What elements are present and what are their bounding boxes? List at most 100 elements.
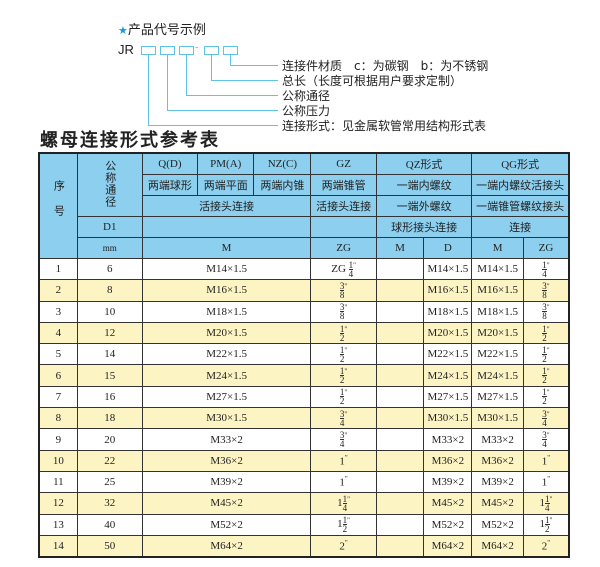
cell-qg-m: M22×1.5: [471, 343, 524, 366]
cell-qg-zg: 1 2 ": [522, 364, 570, 387]
cell-qz-d: M39×2: [423, 470, 473, 494]
cell-qg-zg: 1 4 ": [522, 257, 570, 281]
cell-qz-m: [375, 257, 425, 281]
cell-qg-m: M39×2: [471, 470, 524, 494]
header-qg-desc1: 一端内螺纹活接头: [471, 174, 570, 196]
code-box-diameter: [179, 46, 194, 55]
cell-zg: 1 2 ": [310, 321, 377, 345]
cell-no: 2: [38, 279, 78, 302]
label-material: 连接件材质 c：为碳钢 b：为不锈钢: [282, 59, 489, 73]
cell-qz-m: [375, 343, 425, 366]
cell-m: M36×2: [141, 449, 312, 472]
header-nz-desc: 两端内锥: [253, 174, 312, 196]
cell-dn: 10: [76, 300, 143, 323]
cell-dn: 12: [76, 321, 143, 345]
cell-qz-d: M64×2: [423, 534, 473, 558]
label-connection: 连接形式：见金属软管常用结构形式表: [282, 119, 487, 133]
code-box-length: [204, 46, 219, 55]
code-example-title: ★产品代号示例: [118, 19, 206, 38]
header-union: 活接头连接: [141, 195, 312, 217]
cell-qz-d: M30×1.5: [423, 407, 473, 430]
cell-qz-m: [375, 534, 425, 558]
cell-m: M24×1.5: [141, 364, 312, 387]
cell-no: 8: [38, 407, 78, 430]
cell-qz-m: [375, 385, 425, 409]
cell-qz-d: M14×1.5: [423, 257, 473, 281]
cell-qg-m: M36×2: [471, 449, 524, 472]
table-row: 8 18 M30×1.5 3 4 " M30×1.5 M30×1.5 3 4 ": [38, 407, 570, 430]
cell-zg: 3 4 ": [310, 407, 377, 430]
cell-qz-m: [375, 428, 425, 451]
cell-qg-zg: 1": [522, 449, 570, 472]
header-d1: D1: [76, 216, 143, 238]
cell-qz-m: [375, 300, 425, 323]
cell-qg-m: M24×1.5: [471, 364, 524, 387]
header-nz: NZ(C): [253, 152, 312, 175]
cell-qg-m: M20×1.5: [471, 321, 524, 345]
cell-no: 7: [38, 385, 78, 409]
cell-qg-m: M45×2: [471, 492, 524, 515]
cell-qz-m: [375, 513, 425, 536]
header-seq: 序号: [38, 152, 78, 259]
header-qz-desc2: 一端外螺纹: [375, 195, 473, 217]
cell-qz-m: [375, 449, 425, 472]
cell-dn: 15: [76, 364, 143, 387]
cell-qg-zg: 3 4 ": [522, 407, 570, 430]
table-row: 9 20 M33×2 3 4 " M33×2 M33×2 3 4 ": [38, 428, 570, 451]
cell-qg-zg: 1 2 ": [522, 343, 570, 366]
cell-no: 14: [38, 534, 78, 558]
cell-qz-m: [375, 407, 425, 430]
cell-qg-m: M64×2: [471, 534, 524, 558]
header-qz-desc1: 一端内螺纹: [375, 174, 473, 196]
cell-qz-d: M24×1.5: [423, 364, 473, 387]
cell-qz-d: M52×2: [423, 513, 473, 536]
header-q: Q(D): [141, 152, 199, 175]
cell-dn: 32: [76, 492, 143, 515]
header-qz: QZ形式: [375, 152, 473, 175]
cell-no: 5: [38, 343, 78, 366]
table-row: 10 22 M36×2 1" M36×2 M36×2 1": [38, 449, 570, 472]
table-row: 6 15 M24×1.5 1 2 " M24×1.5 M24×1.5 1 2 ": [38, 364, 570, 387]
cell-zg: 1 2 ": [310, 385, 377, 409]
header-qg: QG形式: [471, 152, 570, 175]
cell-qg-m: M52×2: [471, 513, 524, 536]
cell-qg-m: M27×1.5: [471, 385, 524, 409]
cell-zg: 1 1 2 ": [310, 513, 377, 536]
header-qg-zg: ZG: [522, 237, 570, 259]
cell-qg-zg: 3 4 ": [522, 428, 570, 451]
label-diameter: 公称通径: [282, 89, 331, 103]
cell-zg: 2": [310, 534, 377, 558]
header-mm: mm: [76, 237, 143, 259]
cell-m: M18×1.5: [141, 300, 312, 323]
cell-qz-d: M22×1.5: [423, 343, 473, 366]
header-qz-desc3: 球形接头连接: [375, 216, 473, 238]
table-row: 11 25 M39×2 1" M39×2 M39×2 1": [38, 470, 570, 494]
cell-qz-m: [375, 364, 425, 387]
code-prefix: JR: [118, 42, 134, 57]
code-box-connection: [141, 46, 156, 55]
table-row: 5 14 M22×1.5 1 2 " M22×1.5 M22×1.5 1 2 ": [38, 343, 570, 366]
cell-qz-m: [375, 321, 425, 345]
nut-connection-table: 序号 公称通径 Q(D) PM(A) NZ(C) GZ QZ形式 QG形式 两端…: [38, 152, 570, 558]
cell-qg-m: M18×1.5: [471, 300, 524, 323]
cell-qg-m: M33×2: [471, 428, 524, 451]
table-row: 13 40 M52×2 1 1 2 " M52×2 M52×2 1 1 2 ": [38, 513, 570, 536]
cell-qz-d: M27×1.5: [423, 385, 473, 409]
cell-dn: 22: [76, 449, 143, 472]
cell-no: 11: [38, 470, 78, 494]
cell-qg-zg: 3 8 ": [522, 300, 570, 323]
cell-qz-d: M33×2: [423, 428, 473, 451]
cell-m: M22×1.5: [141, 343, 312, 366]
label-length: 总长（长度可根据用户要求定制）: [282, 74, 463, 88]
table-row: 4 12 M20×1.5 1 2 " M20×1.5 M20×1.5 1 2 ": [38, 321, 570, 345]
cell-m: M64×2: [141, 534, 312, 558]
header-gz: GZ: [310, 152, 377, 175]
cell-zg: ZG 1 4 ": [310, 257, 377, 281]
header-zg: ZG: [310, 237, 377, 259]
cell-m: M33×2: [141, 428, 312, 451]
table-row: 7 16 M27×1.5 1 2 " M27×1.5 M27×1.5 1 2 ": [38, 385, 570, 409]
header-q-desc: 两端球形: [141, 174, 199, 196]
cell-no: 12: [38, 492, 78, 515]
cell-m: M52×2: [141, 513, 312, 536]
cell-qz-m: [375, 279, 425, 302]
